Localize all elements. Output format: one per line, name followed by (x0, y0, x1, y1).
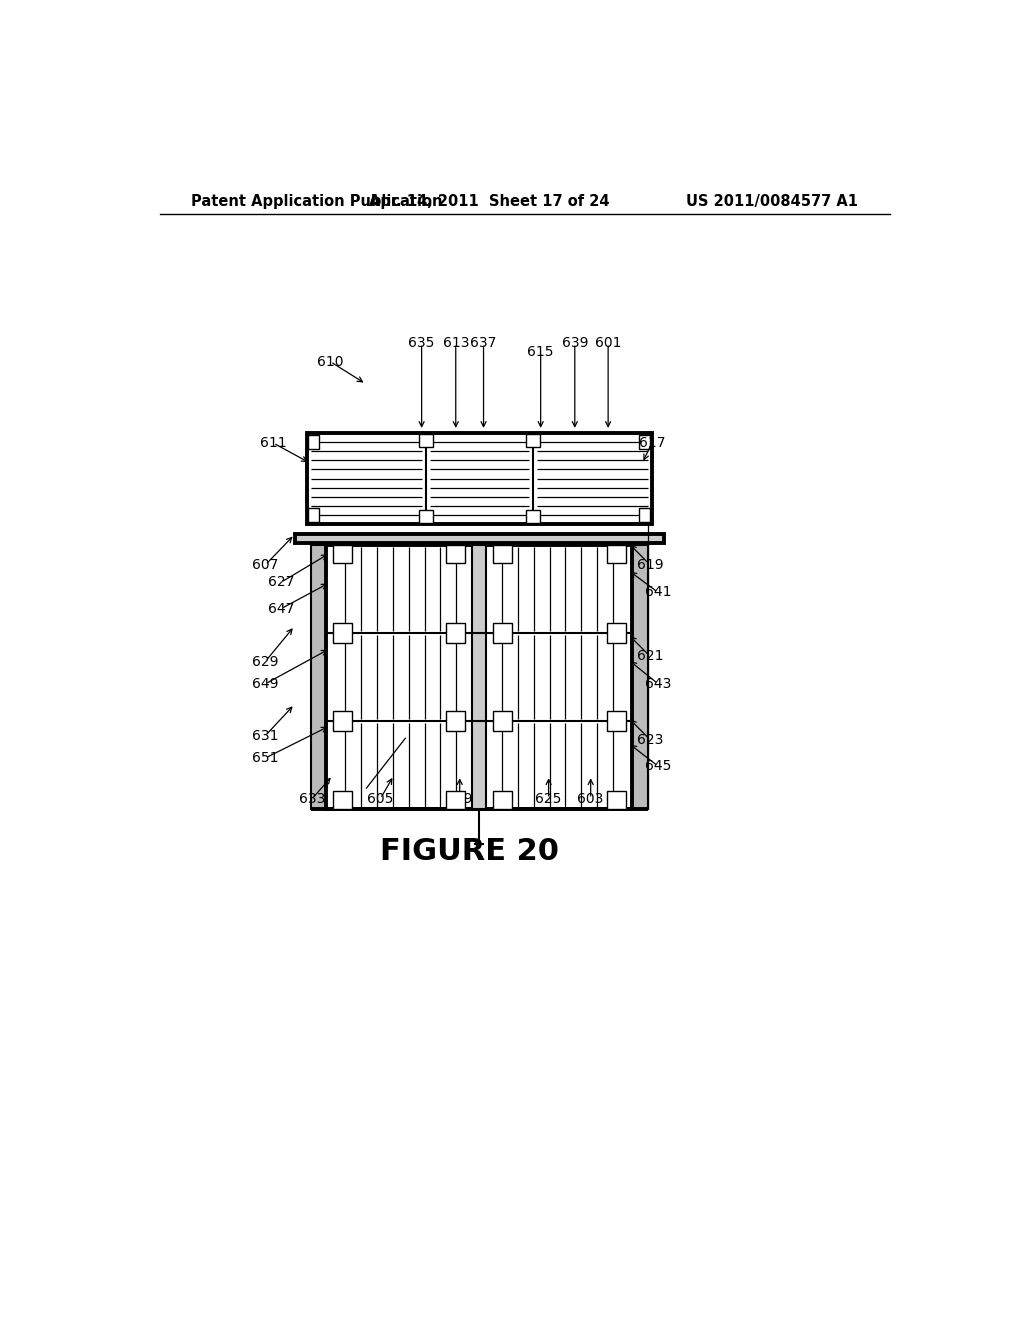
Text: 615: 615 (527, 345, 554, 359)
Text: Patent Application Publication: Patent Application Publication (191, 194, 443, 209)
Bar (445, 710, 465, 731)
Bar (308, 434, 319, 449)
Text: 617: 617 (639, 436, 665, 450)
Text: 629: 629 (252, 655, 279, 668)
Text: 641: 641 (645, 585, 672, 599)
Text: 621: 621 (637, 649, 664, 664)
Bar (295, 535, 664, 543)
Text: Apr. 14, 2011  Sheet 17 of 24: Apr. 14, 2011 Sheet 17 of 24 (369, 194, 609, 209)
Bar (525, 434, 540, 447)
Bar (494, 545, 512, 562)
Text: 613: 613 (442, 337, 469, 350)
Text: 631: 631 (252, 729, 279, 743)
Bar (472, 545, 486, 809)
Bar (639, 434, 650, 449)
Bar (606, 710, 626, 731)
Text: 611: 611 (260, 436, 287, 450)
Text: 637: 637 (470, 337, 497, 350)
Bar (419, 510, 433, 523)
Bar (632, 545, 648, 809)
Text: 625: 625 (536, 792, 562, 805)
Bar (306, 433, 652, 524)
Bar (419, 434, 433, 447)
Bar (445, 791, 465, 809)
Text: 645: 645 (645, 759, 672, 774)
Bar (327, 545, 632, 809)
Text: 610: 610 (317, 355, 344, 368)
Text: 623: 623 (637, 733, 664, 747)
Bar (494, 623, 512, 643)
Bar (333, 545, 352, 562)
Text: 601: 601 (595, 337, 622, 350)
Text: 639: 639 (561, 337, 588, 350)
Text: 643: 643 (645, 677, 672, 690)
Text: 605: 605 (368, 792, 393, 805)
Bar (333, 623, 352, 643)
Text: 619: 619 (637, 558, 664, 572)
Bar (333, 791, 352, 809)
Bar (525, 510, 540, 523)
Text: 607: 607 (252, 558, 279, 572)
Text: 627: 627 (268, 576, 294, 589)
Bar (494, 710, 512, 731)
Bar (606, 791, 626, 809)
Text: 603: 603 (578, 792, 604, 805)
Bar (333, 710, 352, 731)
Bar (606, 545, 626, 562)
Bar (308, 508, 319, 523)
Text: 635: 635 (409, 337, 435, 350)
Text: 609: 609 (446, 792, 473, 805)
Bar (310, 545, 327, 809)
Text: 647: 647 (268, 602, 294, 615)
Bar (606, 623, 626, 643)
Text: 651: 651 (252, 751, 279, 766)
Text: 633: 633 (299, 792, 326, 805)
Bar (445, 545, 465, 562)
Text: FIGURE 20: FIGURE 20 (380, 837, 559, 866)
Bar (639, 508, 650, 523)
Bar (445, 623, 465, 643)
Text: 649: 649 (252, 677, 279, 690)
Text: US 2011/0084577 A1: US 2011/0084577 A1 (686, 194, 858, 209)
Bar (494, 791, 512, 809)
